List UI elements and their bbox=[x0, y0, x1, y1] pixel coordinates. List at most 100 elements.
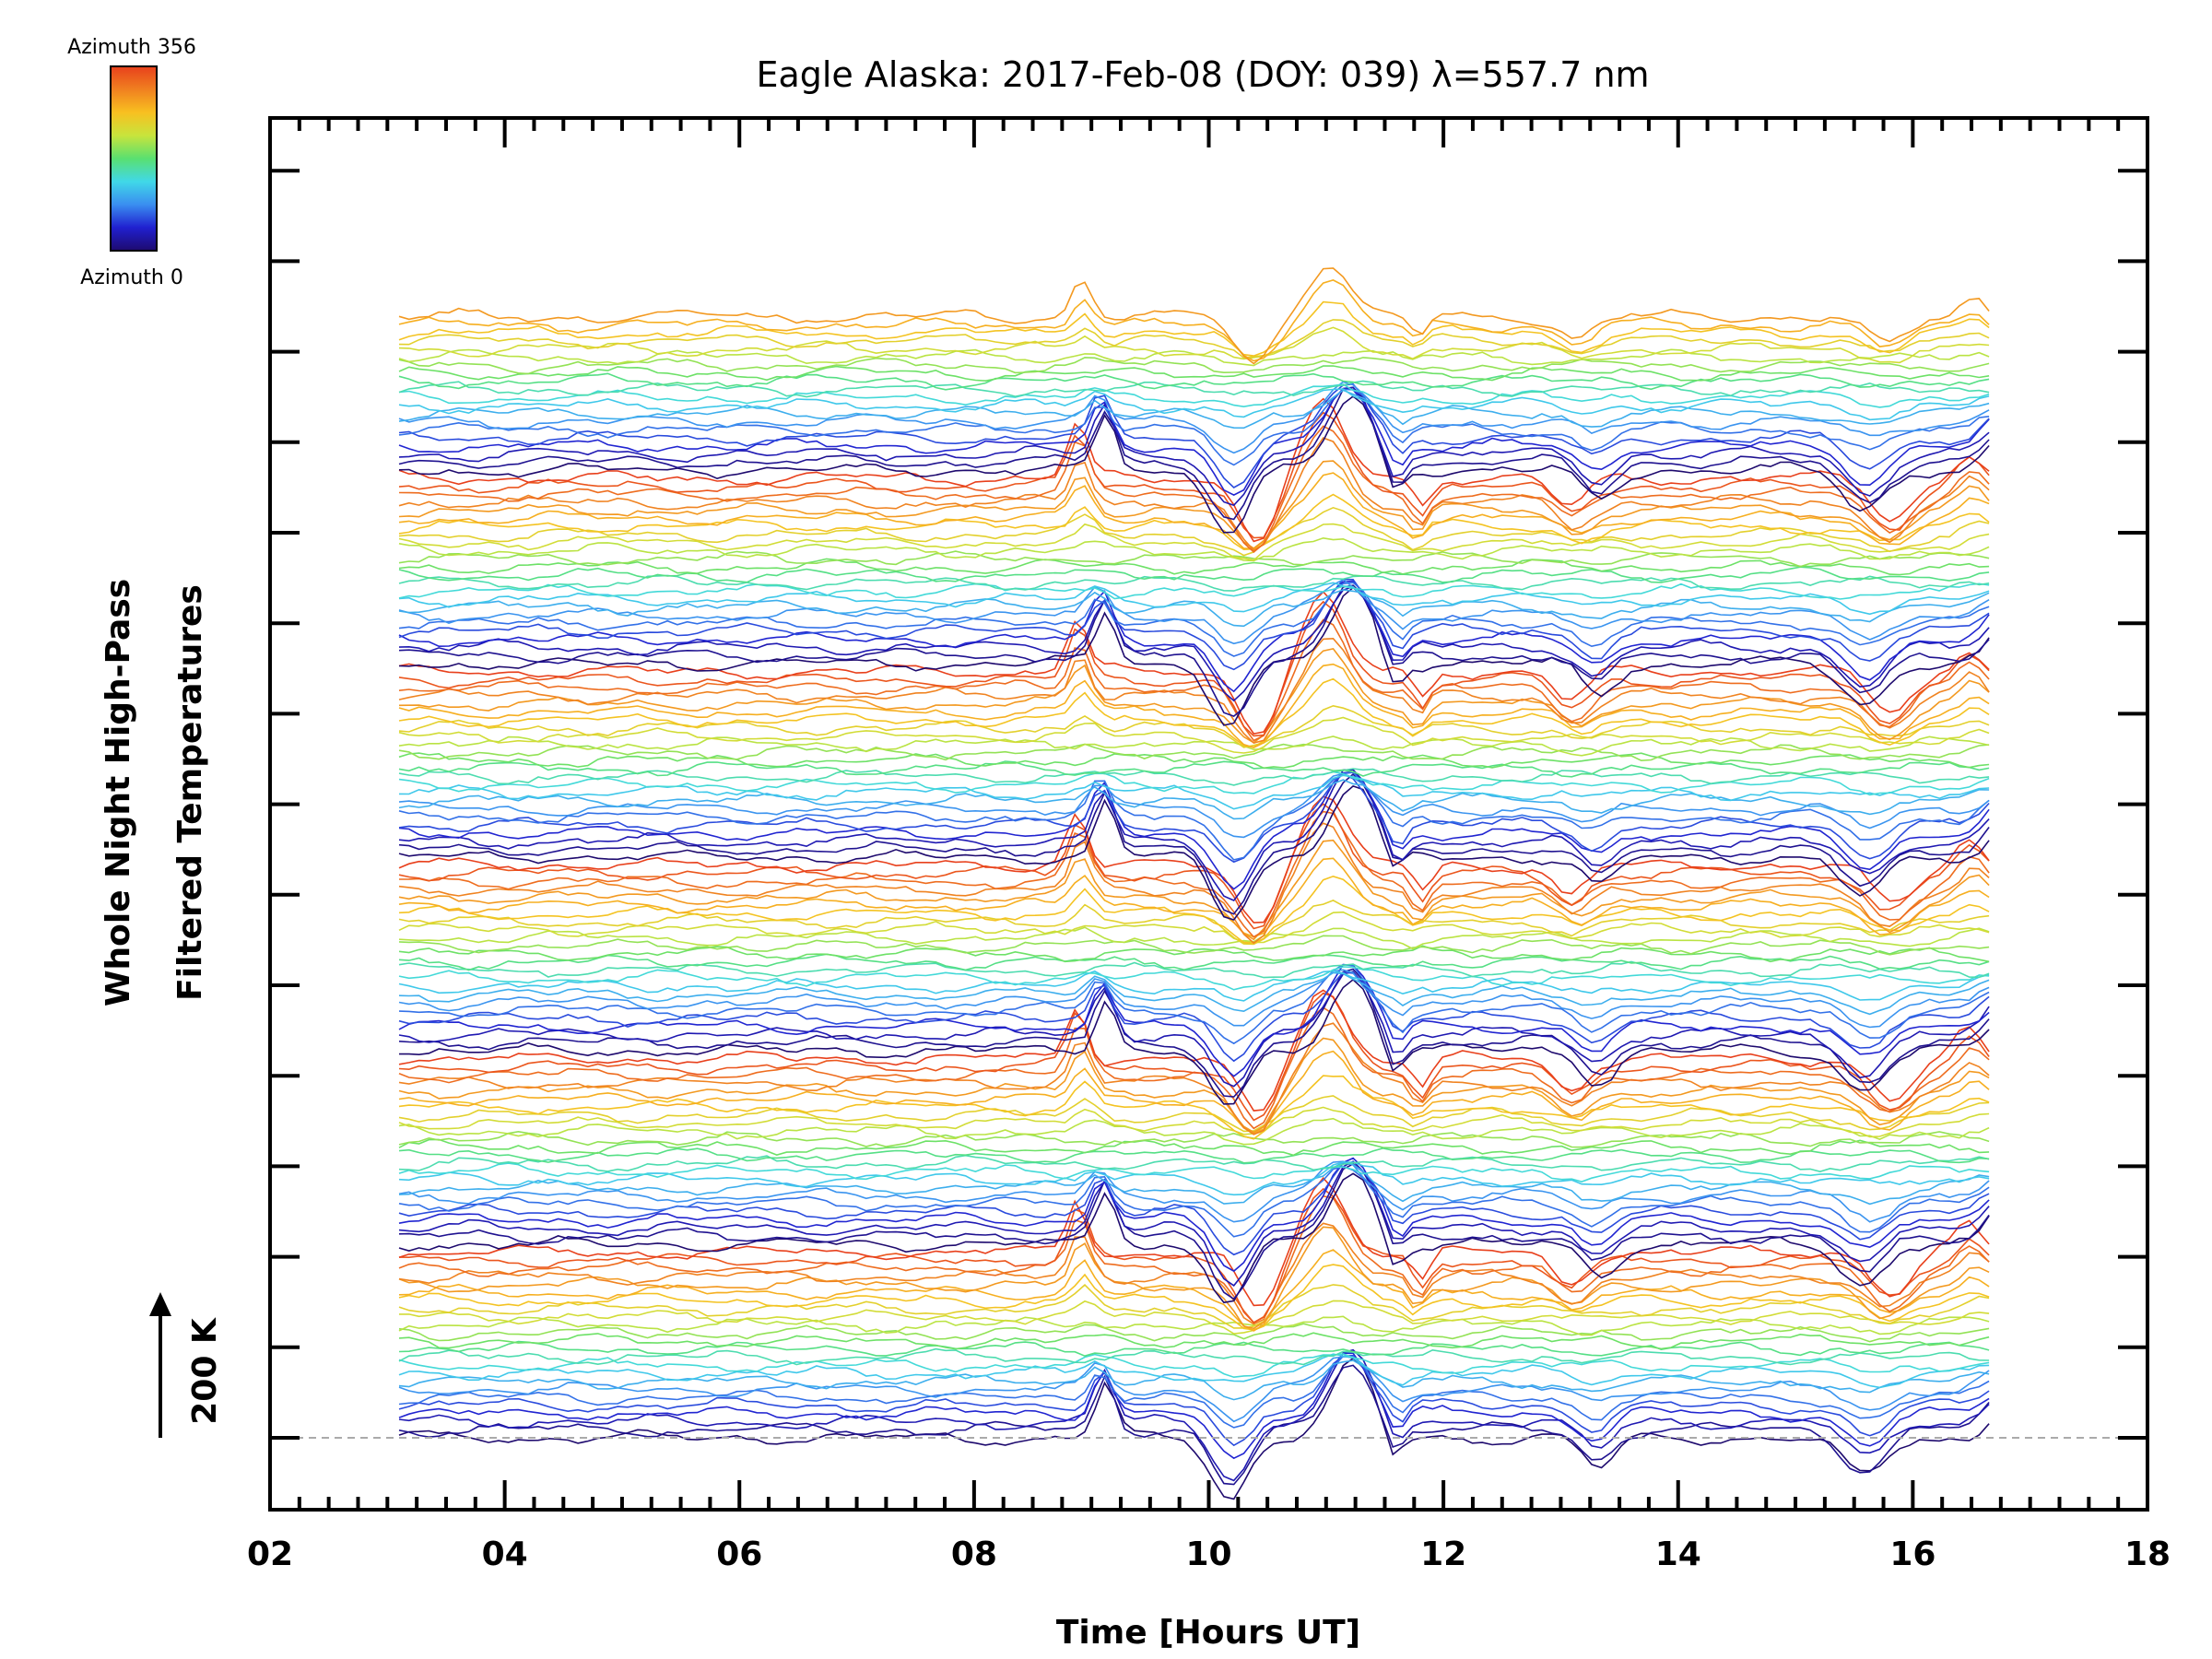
series-line bbox=[398, 771, 1990, 890]
series-line bbox=[398, 1249, 1990, 1332]
series-line bbox=[398, 580, 1990, 693]
x-tick-label: 10 bbox=[1185, 1535, 1231, 1573]
series-line bbox=[398, 1162, 1990, 1182]
series-line bbox=[398, 1160, 1990, 1223]
series-line bbox=[398, 935, 1990, 956]
series-line bbox=[398, 716, 1990, 754]
chart-title: Eagle Alaska: 2017-Feb-08 (DOY: 039) λ=5… bbox=[756, 54, 1649, 95]
series-line bbox=[398, 584, 1990, 718]
series-line bbox=[398, 969, 1990, 1029]
series-line bbox=[398, 768, 1990, 786]
series-line bbox=[398, 1357, 1990, 1500]
series-line bbox=[398, 578, 1990, 671]
series-line bbox=[398, 372, 1990, 391]
series-line bbox=[398, 945, 1990, 963]
series-line bbox=[398, 663, 1990, 749]
series-line bbox=[398, 550, 1990, 568]
colorbar-top-label: Azimuth 356 bbox=[67, 36, 196, 59]
series-line bbox=[398, 387, 1990, 496]
series-line bbox=[398, 1138, 1990, 1157]
series-line bbox=[398, 394, 1990, 534]
series-line bbox=[398, 558, 1990, 576]
series-line bbox=[398, 784, 1990, 921]
series-line bbox=[398, 590, 1990, 735]
series-line bbox=[398, 648, 1990, 744]
series-line bbox=[398, 1050, 1990, 1135]
scale-bar-arrowhead bbox=[149, 1292, 171, 1316]
series-line bbox=[398, 1195, 1990, 1324]
series-line bbox=[398, 618, 1990, 742]
series-line bbox=[398, 822, 1990, 945]
series-line bbox=[398, 566, 1990, 583]
series-line bbox=[398, 989, 1990, 1112]
series-line bbox=[398, 381, 1990, 454]
series-line bbox=[398, 1022, 1990, 1135]
series-line bbox=[398, 771, 1990, 861]
series-line bbox=[398, 397, 1990, 543]
series-line bbox=[398, 1332, 1990, 1350]
x-axis-label: Time [Hours UT] bbox=[1056, 1614, 1360, 1652]
series-line bbox=[398, 279, 1990, 362]
x-tick-label: 18 bbox=[2124, 1535, 2171, 1573]
series-line bbox=[398, 1356, 1990, 1423]
series-line bbox=[398, 382, 1990, 488]
series-line bbox=[398, 810, 1990, 938]
colorbar-bottom-label: Azimuth 0 bbox=[80, 266, 183, 289]
series-line bbox=[398, 1323, 1990, 1343]
series-line bbox=[398, 383, 1990, 408]
series-line bbox=[398, 760, 1990, 778]
series-line bbox=[398, 1315, 1990, 1336]
series-line bbox=[398, 1340, 1990, 1358]
series-line bbox=[398, 1160, 1990, 1287]
series-line bbox=[398, 1161, 1990, 1206]
series-line bbox=[398, 735, 1990, 757]
series-line bbox=[398, 1162, 1990, 1300]
series-line bbox=[398, 1264, 1990, 1331]
x-tick-label: 16 bbox=[1889, 1535, 1936, 1573]
y-axis-label-line2: Filtered Temperatures bbox=[171, 584, 209, 1001]
series-line bbox=[398, 966, 1990, 991]
series-line bbox=[398, 1226, 1990, 1330]
series-line bbox=[398, 1117, 1990, 1146]
series-line bbox=[398, 1075, 1990, 1140]
y-axis-label-line1: Whole Night High-Pass bbox=[100, 579, 137, 1006]
series-line bbox=[398, 795, 1990, 924]
series-line bbox=[398, 1147, 1990, 1164]
series-line bbox=[398, 1106, 1990, 1138]
x-tick-label: 06 bbox=[716, 1535, 762, 1573]
series-line bbox=[398, 971, 1990, 1016]
series-line bbox=[398, 1284, 1990, 1329]
series-line bbox=[398, 1359, 1990, 1401]
series-line bbox=[398, 578, 1990, 645]
series-line bbox=[398, 637, 1990, 744]
series-line bbox=[398, 704, 1990, 748]
x-axis-tick-labels: 02 04 06 08 10 12 14 16 18 bbox=[247, 1535, 2171, 1573]
x-tick-label: 02 bbox=[247, 1535, 293, 1573]
series-line bbox=[398, 772, 1990, 915]
series-line bbox=[398, 1037, 1990, 1134]
series-line bbox=[399, 978, 1990, 1105]
series-line bbox=[398, 1364, 1990, 1486]
series-line bbox=[398, 803, 1990, 930]
series-line bbox=[398, 267, 1990, 365]
series-line bbox=[398, 970, 1990, 1002]
series-line bbox=[398, 574, 1990, 592]
series-line bbox=[398, 1157, 1990, 1273]
series-line bbox=[398, 771, 1990, 796]
series-group bbox=[398, 267, 1990, 1500]
series-line bbox=[398, 582, 1990, 600]
series-line bbox=[398, 1095, 1990, 1133]
y-axis-ticks bbox=[270, 169, 2147, 1440]
series-line bbox=[398, 506, 1990, 557]
series-line bbox=[398, 326, 1990, 364]
series-line bbox=[398, 586, 1990, 726]
series-line bbox=[398, 1172, 1990, 1304]
series-line bbox=[398, 677, 1990, 748]
series-line bbox=[398, 779, 1990, 820]
series-line bbox=[398, 388, 1990, 421]
series-line bbox=[398, 365, 1990, 382]
series-line bbox=[398, 523, 1990, 561]
series-line bbox=[398, 1176, 1990, 1307]
series-line bbox=[398, 752, 1990, 770]
series-line bbox=[398, 1006, 1990, 1130]
